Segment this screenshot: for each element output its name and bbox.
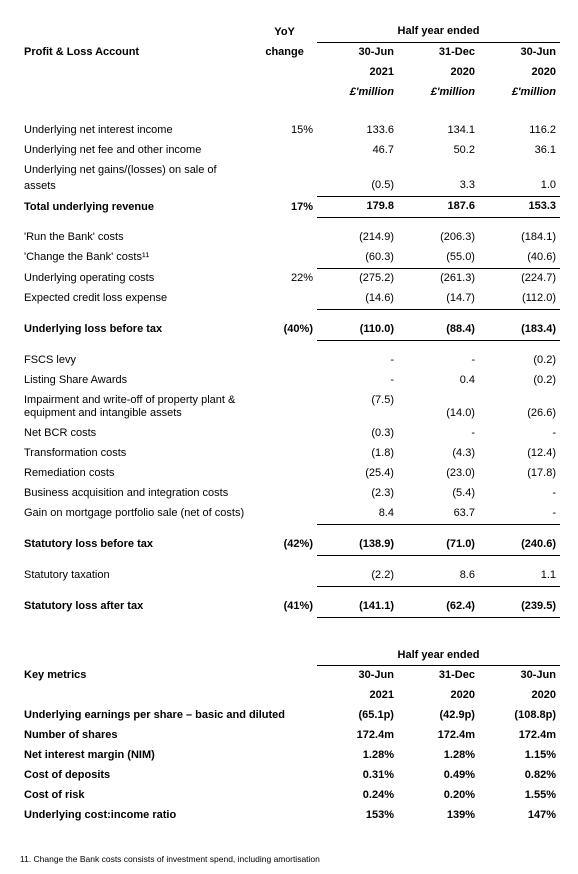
table-row: Transformation costs (1.8) (4.3) (12.4): [20, 444, 560, 464]
table-row: Gain on mortgage portfolio sale (net of …: [20, 504, 560, 524]
row-val: 134.1: [398, 121, 479, 141]
table-row: 'Change the Bank' costs¹¹ (60.3) (55.0) …: [20, 248, 560, 268]
hdr-yoy-1: YoY: [252, 22, 317, 42]
table-row: Cost of risk 0.24% 0.20% 1.55%: [20, 786, 560, 806]
table-row: Underlying net fee and other income 46.7…: [20, 141, 560, 161]
footnote: 11. Change the Bank costs consists of in…: [20, 854, 560, 864]
hdr-c1-date: 31-Dec: [398, 42, 479, 62]
hdr2-c0-date: 30-Jun: [317, 666, 398, 686]
hdr-c2-unit: £'million: [479, 83, 560, 103]
hdr-c1-unit: £'million: [398, 83, 479, 103]
row-val: 116.2: [479, 121, 560, 141]
hdr-c2-year: 2020: [479, 63, 560, 83]
table-row: Underlying cost:income ratio 153% 139% 1…: [20, 806, 560, 826]
table-row: Impairment and write-off of property pla…: [20, 391, 560, 425]
hdr-c0-unit: £'million: [317, 83, 398, 103]
row-label: Underlying net gains/(losses) on sale of…: [20, 161, 252, 197]
table-row: Underlying net interest income 15% 133.6…: [20, 121, 560, 141]
table-row: Underlying earnings per share – basic an…: [20, 706, 560, 726]
table-row: FSCS levy - - (0.2): [20, 351, 560, 371]
table-row: Underlying loss before tax (40%) (110.0)…: [20, 320, 560, 340]
table-row: Statutory loss after tax (41%) (141.1) (…: [20, 597, 560, 617]
hdr-c2-date: 30-Jun: [479, 42, 560, 62]
table-row: Number of shares 172.4m 172.4m 172.4m: [20, 726, 560, 746]
hdr-yoy-2: change: [252, 42, 317, 62]
hdr2-c2-year: 2020: [479, 686, 560, 706]
row-label: Total underlying revenue: [20, 197, 252, 218]
table-row: Net BCR costs (0.3) - -: [20, 424, 560, 444]
table-row: 'Run the Bank' costs (214.9) (206.3) (18…: [20, 228, 560, 248]
row-label: Underlying net fee and other income: [20, 141, 252, 161]
table-row: Statutory loss before tax (42%) (138.9) …: [20, 535, 560, 555]
hdr-c1-year: 2020: [398, 63, 479, 83]
table-row: Business acquisition and integration cos…: [20, 484, 560, 504]
row-val: 133.6: [317, 121, 398, 141]
table1-title: Profit & Loss Account: [20, 42, 252, 62]
hdr-c0-year: 2021: [317, 63, 398, 83]
table2-title: Key metrics: [20, 666, 252, 686]
table-row: Underlying operating costs 22% (275.2) (…: [20, 268, 560, 288]
hdr2-c1-date: 31-Dec: [398, 666, 479, 686]
row-change: 15%: [252, 121, 317, 141]
table-row: Underlying net gains/(losses) on sale of…: [20, 161, 560, 197]
profit-loss-table: YoY Half year ended Profit & Loss Accoun…: [20, 22, 560, 618]
hdr2-period: Half year ended: [317, 646, 560, 666]
table-row: Net interest margin (NIM) 1.28% 1.28% 1.…: [20, 746, 560, 766]
hdr-c0-date: 30-Jun: [317, 42, 398, 62]
hdr-period: Half year ended: [317, 22, 560, 42]
hdr2-c0-year: 2021: [317, 686, 398, 706]
hdr2-c2-date: 30-Jun: [479, 666, 560, 686]
key-metrics-table: Half year ended Key metrics 30-Jun 31-De…: [20, 646, 560, 826]
table-row: Total underlying revenue 17% 179.8 187.6…: [20, 197, 560, 218]
row-label: Underlying net interest income: [20, 121, 252, 141]
table-row: Cost of deposits 0.31% 0.49% 0.82%: [20, 766, 560, 786]
table-row: Listing Share Awards - 0.4 (0.2): [20, 371, 560, 391]
table-row: Remediation costs (25.4) (23.0) (17.8): [20, 464, 560, 484]
table-row: Expected credit loss expense (14.6) (14.…: [20, 289, 560, 309]
table-row: Statutory taxation (2.2) 8.6 1.1: [20, 566, 560, 586]
hdr2-c1-year: 2020: [398, 686, 479, 706]
